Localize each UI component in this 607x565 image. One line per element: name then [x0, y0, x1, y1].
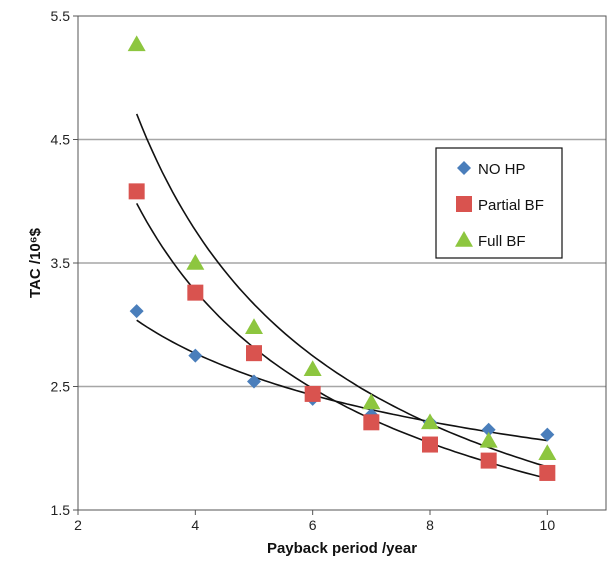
point-full-bf — [421, 413, 439, 430]
point-partial-bf — [363, 414, 380, 431]
y-tick-label: 1.5 — [51, 502, 71, 518]
trendline-partial-bf — [135, 203, 548, 480]
point-partial-bf — [480, 452, 497, 469]
gridlines — [78, 138, 606, 388]
trendline-no-hp — [136, 319, 548, 442]
point-partial-bf — [246, 345, 262, 362]
legend-marker-no-hp — [457, 161, 471, 175]
trendline-full-bf — [135, 113, 548, 468]
point-no-hp — [247, 374, 261, 389]
y-tick-label: 3.5 — [51, 255, 71, 271]
point-no-hp — [540, 427, 555, 442]
point-full-bf — [362, 393, 381, 410]
y-tick-label: 2.5 — [51, 379, 71, 395]
point-partial-bf — [187, 284, 204, 301]
x-axis-ticks: 2 4 6 8 10 — [74, 510, 555, 533]
point-full-bf — [479, 431, 498, 448]
point-full-bf — [127, 35, 146, 52]
legend-label-no-hp: NO HP — [478, 161, 526, 178]
point-no-hp — [188, 348, 203, 363]
x-tick-label: 2 — [74, 517, 82, 533]
point-partial-bf — [539, 464, 556, 481]
legend-label-full-bf: Full BF — [478, 233, 526, 250]
point-partial-bf — [128, 183, 145, 200]
y-axis-ticks: 1.5 2.5 3.5 4.5 5.5 — [51, 8, 78, 518]
point-no-hp — [129, 304, 144, 319]
y-tick-label: 4.5 — [51, 132, 71, 148]
y-axis-title: TAC /10⁶$ — [27, 227, 44, 298]
point-partial-bf — [304, 385, 321, 402]
x-tick-label: 6 — [309, 517, 317, 533]
data-points — [127, 35, 557, 481]
point-full-bf — [186, 254, 205, 270]
x-tick-label: 4 — [191, 517, 199, 533]
point-full-bf — [245, 318, 263, 334]
point-full-bf — [538, 444, 557, 460]
x-axis-title: Payback period /year — [267, 540, 417, 557]
x-tick-label: 10 — [540, 517, 556, 533]
legend-marker-partial-bf — [456, 196, 472, 212]
trendlines — [135, 113, 548, 480]
point-no-hp — [481, 422, 496, 437]
y-tick-label: 5.5 — [51, 8, 71, 24]
point-partial-bf — [422, 436, 438, 453]
legend-marker-full-bf — [455, 231, 473, 247]
legend: NO HP Partial BF Full BF — [435, 147, 563, 259]
legend-label-partial-bf: Partial BF — [478, 197, 544, 214]
point-full-bf — [303, 360, 322, 376]
x-tick-label: 8 — [426, 517, 434, 533]
